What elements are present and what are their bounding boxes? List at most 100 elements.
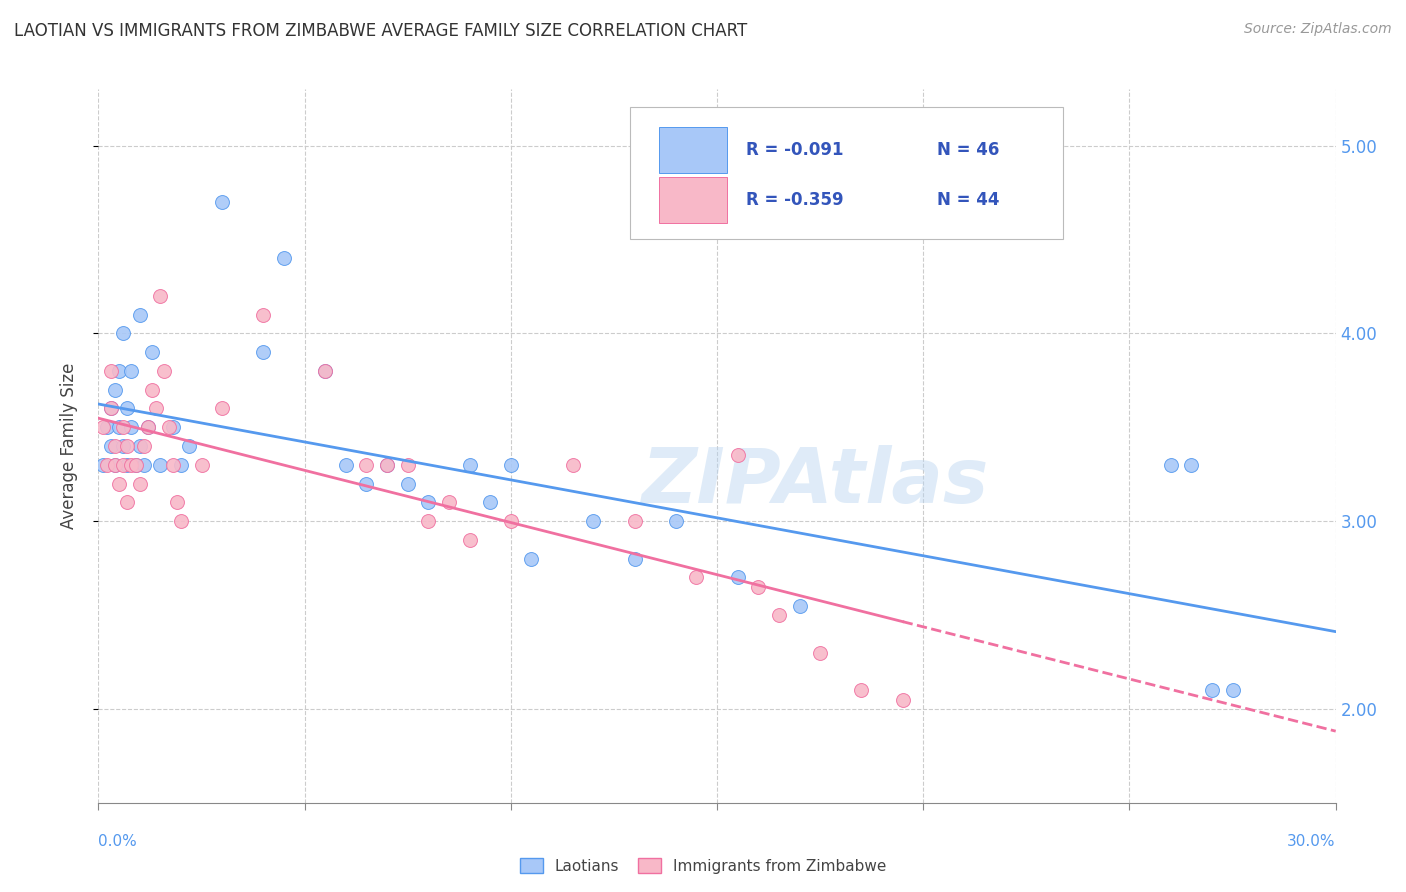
Point: [179, 439, 201, 453]
Point: [124, 458, 146, 472]
Point: [96, 458, 118, 472]
Point: [623, 514, 645, 528]
Point: [623, 551, 645, 566]
Point: [153, 364, 176, 378]
Y-axis label: Average Family Size: Average Family Size: [59, 363, 77, 529]
Point: [768, 607, 790, 622]
Point: [458, 533, 481, 547]
Point: [112, 420, 135, 434]
Point: [314, 364, 336, 378]
Point: [136, 420, 159, 434]
Point: [273, 251, 295, 265]
Point: [479, 495, 502, 509]
Point: [100, 439, 122, 453]
Point: [727, 570, 749, 584]
Point: [1160, 458, 1182, 472]
Point: [120, 458, 142, 472]
Point: [112, 439, 135, 453]
Text: ZIPAtlas: ZIPAtlas: [643, 445, 990, 518]
Point: [145, 401, 167, 416]
Point: [108, 364, 131, 378]
Point: [789, 599, 811, 613]
Point: [141, 383, 163, 397]
Point: [252, 308, 274, 322]
Point: [727, 449, 749, 463]
Point: [356, 476, 378, 491]
Point: [396, 458, 419, 472]
Point: [356, 458, 378, 472]
Text: 0.0%: 0.0%: [98, 834, 138, 849]
Text: R = -0.359: R = -0.359: [745, 191, 844, 209]
Point: [149, 289, 172, 303]
Point: [120, 420, 142, 434]
Point: [108, 420, 131, 434]
Point: [211, 401, 233, 416]
Point: [1222, 683, 1244, 698]
Point: [100, 364, 122, 378]
Point: [104, 383, 127, 397]
Point: [104, 458, 127, 472]
FancyBboxPatch shape: [630, 107, 1063, 239]
Point: [808, 646, 831, 660]
Legend: Laotians, Immigrants from Zimbabwe: Laotians, Immigrants from Zimbabwe: [513, 852, 893, 880]
Point: [561, 458, 583, 472]
Point: [100, 401, 122, 416]
Text: N = 44: N = 44: [938, 191, 1000, 209]
Point: [458, 458, 481, 472]
Point: [132, 458, 155, 472]
Point: [162, 458, 184, 472]
Point: [747, 580, 769, 594]
Point: [91, 458, 114, 472]
Point: [211, 194, 233, 209]
Point: [104, 458, 127, 472]
Point: [149, 458, 172, 472]
Point: [418, 495, 440, 509]
Point: [665, 514, 688, 528]
Point: [96, 420, 118, 434]
Point: [499, 514, 522, 528]
Point: [117, 495, 139, 509]
Point: [190, 458, 212, 472]
Point: [335, 458, 357, 472]
Point: [100, 401, 122, 416]
Point: [108, 476, 131, 491]
Point: [120, 364, 142, 378]
Point: [157, 420, 180, 434]
Point: [91, 420, 114, 434]
Point: [396, 476, 419, 491]
Point: [128, 476, 150, 491]
Point: [128, 439, 150, 453]
Point: [1201, 683, 1223, 698]
Point: [112, 326, 135, 341]
Bar: [659, 127, 727, 173]
Point: [851, 683, 873, 698]
Point: [314, 364, 336, 378]
Point: [112, 458, 135, 472]
Point: [166, 495, 188, 509]
Text: N = 46: N = 46: [938, 141, 1000, 159]
Point: [375, 458, 398, 472]
Point: [499, 458, 522, 472]
Point: [104, 439, 127, 453]
Point: [170, 458, 193, 472]
Point: [375, 458, 398, 472]
Text: 30.0%: 30.0%: [1288, 834, 1336, 849]
Point: [520, 551, 543, 566]
Text: LAOTIAN VS IMMIGRANTS FROM ZIMBABWE AVERAGE FAMILY SIZE CORRELATION CHART: LAOTIAN VS IMMIGRANTS FROM ZIMBABWE AVER…: [14, 22, 748, 40]
Point: [1180, 458, 1202, 472]
Point: [132, 439, 155, 453]
Point: [252, 345, 274, 359]
Text: R = -0.091: R = -0.091: [745, 141, 844, 159]
Point: [891, 692, 914, 706]
Point: [117, 458, 139, 472]
Point: [685, 570, 707, 584]
Point: [124, 458, 146, 472]
Point: [117, 401, 139, 416]
Point: [162, 420, 184, 434]
Point: [128, 308, 150, 322]
Point: [136, 420, 159, 434]
Point: [170, 514, 193, 528]
Point: [418, 514, 440, 528]
Text: Source: ZipAtlas.com: Source: ZipAtlas.com: [1244, 22, 1392, 37]
Point: [117, 439, 139, 453]
